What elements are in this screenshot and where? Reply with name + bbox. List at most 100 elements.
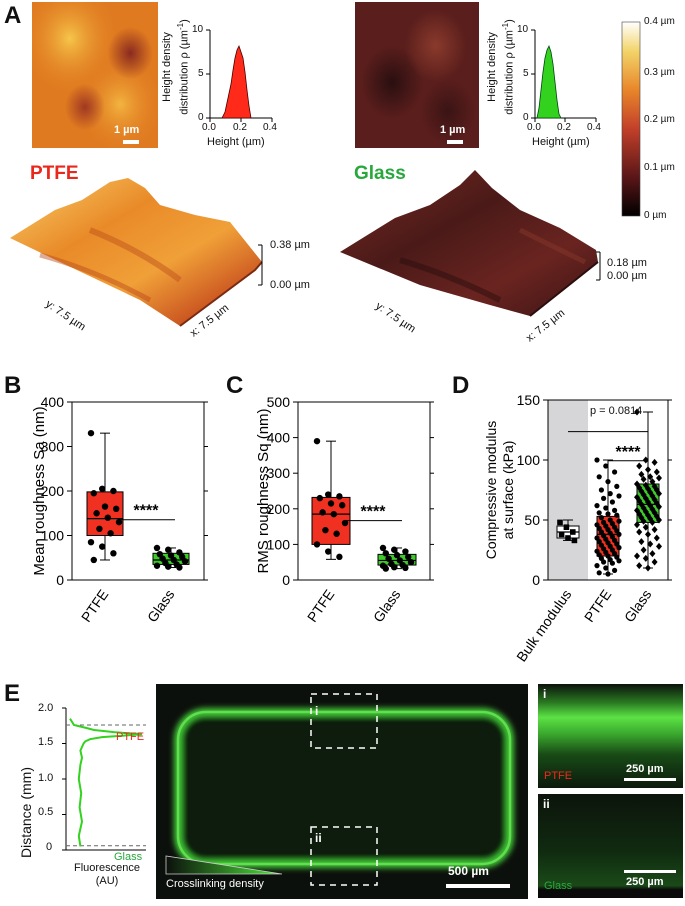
- data-point-2-30: [656, 503, 662, 511]
- data-point-0-4: [101, 503, 109, 510]
- data-point-1-11: [153, 562, 161, 569]
- zoom-i-label: i: [543, 687, 547, 701]
- data-point-2-1: [642, 456, 649, 464]
- data-point-1-58: [596, 570, 602, 576]
- data-point-2-18: [647, 488, 654, 496]
- glass-hist-ytick-10: 10: [517, 24, 529, 35]
- data-point-0-4: [327, 500, 335, 507]
- data-point-2-50: [638, 538, 645, 546]
- fluor-xlabel: Fluorescence (AU): [73, 862, 141, 887]
- zoom-box-i: [310, 693, 378, 749]
- data-point-0-2: [570, 529, 576, 535]
- data-point-1-13: [176, 564, 183, 571]
- zoom-box-ii-label: ii: [315, 831, 322, 845]
- y-tick-label-1: 100: [41, 528, 65, 544]
- data-point-1-52: [616, 558, 622, 564]
- data-point-2-46: [651, 526, 658, 534]
- data-point-1-12: [603, 505, 609, 511]
- zoom-i-scalebar-label: 250 µm: [626, 763, 664, 775]
- data-point-0-5: [113, 505, 120, 512]
- y-tick-label-3: 300: [41, 439, 65, 455]
- panel-a-letter: A: [4, 2, 22, 29]
- ptfe-hist-ytick-10: 10: [192, 24, 204, 35]
- data-point-1-12: [391, 563, 398, 571]
- ptfe-z-bottom: 0.00 µm: [270, 279, 310, 291]
- ptfe-hist-xtick-1: 0.2: [233, 122, 247, 133]
- data-point-1-17: [598, 515, 604, 521]
- data-point-1-6: [385, 555, 392, 562]
- data-point-1-8: [407, 559, 415, 566]
- data-point-2-42: [640, 517, 647, 525]
- box-1: [596, 515, 620, 557]
- significance-label: ****: [616, 444, 642, 461]
- data-point-0-8: [341, 519, 349, 527]
- data-point-0-7: [104, 514, 112, 521]
- data-point-2-6: [638, 470, 645, 478]
- data-point-0-5: [571, 537, 578, 544]
- main-scalebar-label: 500 µm: [448, 864, 489, 878]
- y-tick-label-2: 100: [517, 452, 541, 468]
- zoom-ii-label: ii: [543, 797, 550, 811]
- colorbar-tick-03: 0.3 µm: [644, 67, 675, 78]
- colorbar-tick-0: 0 µm: [644, 210, 667, 221]
- data-point-1-3: [382, 550, 389, 557]
- data-point-2-10: [649, 478, 656, 486]
- y-axis-label: RMS roughness Sq (nm): [255, 408, 272, 573]
- data-point-0-11: [313, 541, 321, 548]
- data-point-1-14: [596, 510, 602, 516]
- zoom-ii-scalebar-label: 250 µm: [626, 876, 664, 888]
- data-point-2-22: [634, 493, 640, 501]
- data-point-1-2: [402, 548, 409, 555]
- data-point-1-1: [391, 546, 398, 553]
- y-tick-label-5: 500: [267, 394, 291, 410]
- y-tick-label-3: 300: [267, 465, 291, 481]
- data-point-0-12: [99, 543, 106, 550]
- y-tick-label-0: 0: [282, 572, 290, 588]
- data-point-2-40: [647, 515, 654, 523]
- colorbar-tick-02: 0.2 µm: [644, 114, 675, 125]
- data-point-2-54: [649, 550, 656, 558]
- zoom-i-material: PTFE: [544, 770, 573, 782]
- data-point-0-8: [115, 518, 123, 526]
- data-point-1-54: [609, 560, 615, 566]
- data-point-0-10: [333, 530, 340, 537]
- data-point-2-38: [653, 512, 660, 520]
- panel-a: A: [0, 0, 685, 355]
- hydrogel-shape: [165, 693, 514, 888]
- panel-a-graphics: [10, 2, 641, 327]
- data-point-1-30: [616, 531, 622, 537]
- ptfe-hist-ytick-0: 0: [198, 112, 204, 123]
- glass-3d-surface: [340, 170, 601, 317]
- data-point-0-13: [336, 553, 343, 561]
- data-point-2-48: [645, 530, 651, 538]
- data-point-2-19: [656, 490, 662, 498]
- ptfe-label: PTFE: [30, 163, 79, 184]
- data-point-2-5: [653, 468, 660, 476]
- data-point-2-41: [656, 516, 662, 524]
- fluor-ytick-20: 2.0: [38, 702, 54, 714]
- y-tick-label-0: 0: [532, 572, 540, 588]
- data-point-0-1: [325, 491, 332, 498]
- data-point-1-16: [614, 512, 620, 518]
- x-tick-label-2: Glass: [621, 587, 655, 626]
- data-point-0-10: [107, 530, 114, 537]
- data-point-1-13: [402, 564, 409, 572]
- data-point-2-17: [638, 487, 645, 495]
- plot-frame: [547, 399, 669, 581]
- ptfe-scalebar: [123, 140, 139, 144]
- zoom-ii-scalebar: [624, 870, 676, 873]
- colorbar: [621, 21, 641, 217]
- data-point-1-12: [165, 563, 172, 570]
- data-point-0-6: [319, 509, 326, 516]
- data-point-0-14: [90, 556, 98, 564]
- data-point-1-1: [165, 546, 172, 553]
- data-point-1-9: [601, 495, 607, 501]
- x-tick-label-1: PTFE: [581, 587, 615, 625]
- data-point-1-14: [382, 565, 389, 572]
- data-point-0-0: [87, 429, 95, 437]
- y-tick-label-2: 200: [41, 483, 65, 499]
- data-point-1-53: [601, 559, 607, 565]
- data-point-2-56: [642, 554, 649, 562]
- zoom-box-i-label: i: [315, 704, 319, 718]
